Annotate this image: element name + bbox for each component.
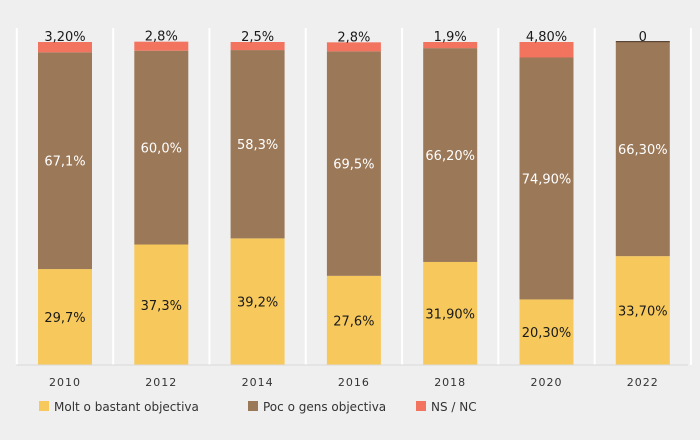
data-label-2014-s2: 58,3%	[237, 138, 278, 153]
bar-segment-2018-s3	[423, 42, 478, 49]
data-label-2012-s2: 60,0%	[141, 142, 182, 157]
bar-segment-2020-s3	[519, 42, 574, 58]
legend-swatch-3	[416, 401, 426, 411]
data-label-2018-s2: 66,20%	[425, 149, 475, 164]
data-label-2010-s3: 3,20%	[44, 30, 85, 45]
bar-segment-2016-s1	[326, 275, 381, 365]
value-labels-group: 29,7% 67,1% 3,20% 37,3% 60,0% 2,8% 39,2% 58,3% 2…	[44, 30, 667, 342]
bar-segment-2020-s2	[519, 57, 574, 300]
data-label-2018-s3: 1,9%	[434, 30, 467, 45]
x-tick-label-2022: 2022	[627, 376, 659, 389]
x-tick-label-2018: 2018	[434, 376, 466, 389]
x-tick-label-2016: 2016	[338, 376, 370, 389]
x-axis-tick-labels: 2010 2012 2014 2016 2018 2020 2022	[49, 376, 659, 389]
bar-segment-2022-s3	[615, 41, 670, 43]
data-label-2018-s1: 31,90%	[425, 307, 475, 322]
bar-segment-2010-s2	[38, 52, 92, 270]
bar-segment-2012-s3	[134, 41, 189, 51]
data-label-2020-s1: 20,30%	[522, 326, 572, 341]
bar-segment-2010-s3	[38, 42, 92, 53]
x-tick-label-2010: 2010	[49, 376, 81, 389]
data-label-2012-s3: 2,8%	[145, 30, 178, 45]
data-label-2016-s1: 27,6%	[333, 314, 374, 329]
x-tick-label-2014: 2014	[242, 376, 274, 389]
data-label-2010-s2: 67,1%	[44, 155, 85, 170]
x-tick-label-2012: 2012	[145, 376, 177, 389]
data-label-2012-s1: 37,3%	[141, 299, 182, 314]
data-label-2020-s2: 74,90%	[522, 172, 572, 187]
bar-segment-2014-s3	[230, 42, 285, 51]
bar-segment-2010-s1	[38, 269, 92, 365]
bar-segment-2016-s3	[326, 42, 381, 52]
data-label-2022-s2: 66,30%	[618, 143, 668, 158]
data-label-2022-s3: 0	[639, 30, 647, 45]
bar-segment-2012-s2	[134, 50, 189, 245]
legend-swatch-2	[248, 401, 258, 411]
data-label-2016-s3: 2,8%	[337, 30, 370, 45]
bar-segment-2022-s2	[615, 42, 670, 257]
gridlines	[15, 28, 692, 365]
data-label-2014-s3: 2,5%	[241, 30, 274, 45]
data-label-2016-s2: 69,5%	[333, 158, 374, 173]
data-label-2020-s3: 4,80%	[526, 30, 567, 45]
bar-segment-2018-s2	[423, 48, 478, 262]
x-tick-label-2020: 2020	[531, 376, 563, 389]
bar-segment-2018-s1	[423, 261, 478, 365]
legend-label-1: Molt o bastant objectiva	[54, 400, 199, 414]
legend-swatch-1	[39, 401, 49, 411]
bars-group	[38, 41, 670, 365]
bar-segment-2014-s2	[230, 50, 285, 239]
bar-segment-2020-s1	[519, 299, 574, 365]
bar-segment-2016-s2	[326, 51, 381, 276]
data-label-2014-s1: 39,2%	[237, 296, 278, 311]
bar-segment-2022-s1	[615, 256, 670, 365]
bar-segment-2012-s1	[134, 244, 189, 365]
legend: Molt o bastant objectiva Poc o gens objec…	[39, 400, 477, 414]
legend-label-2: Poc o gens objectiva	[263, 400, 386, 414]
data-label-2010-s1: 29,7%	[44, 311, 85, 326]
bar-segment-2014-s1	[230, 238, 285, 365]
data-label-2022-s1: 33,70%	[618, 305, 668, 320]
legend-label-3: NS / NC	[431, 400, 477, 414]
